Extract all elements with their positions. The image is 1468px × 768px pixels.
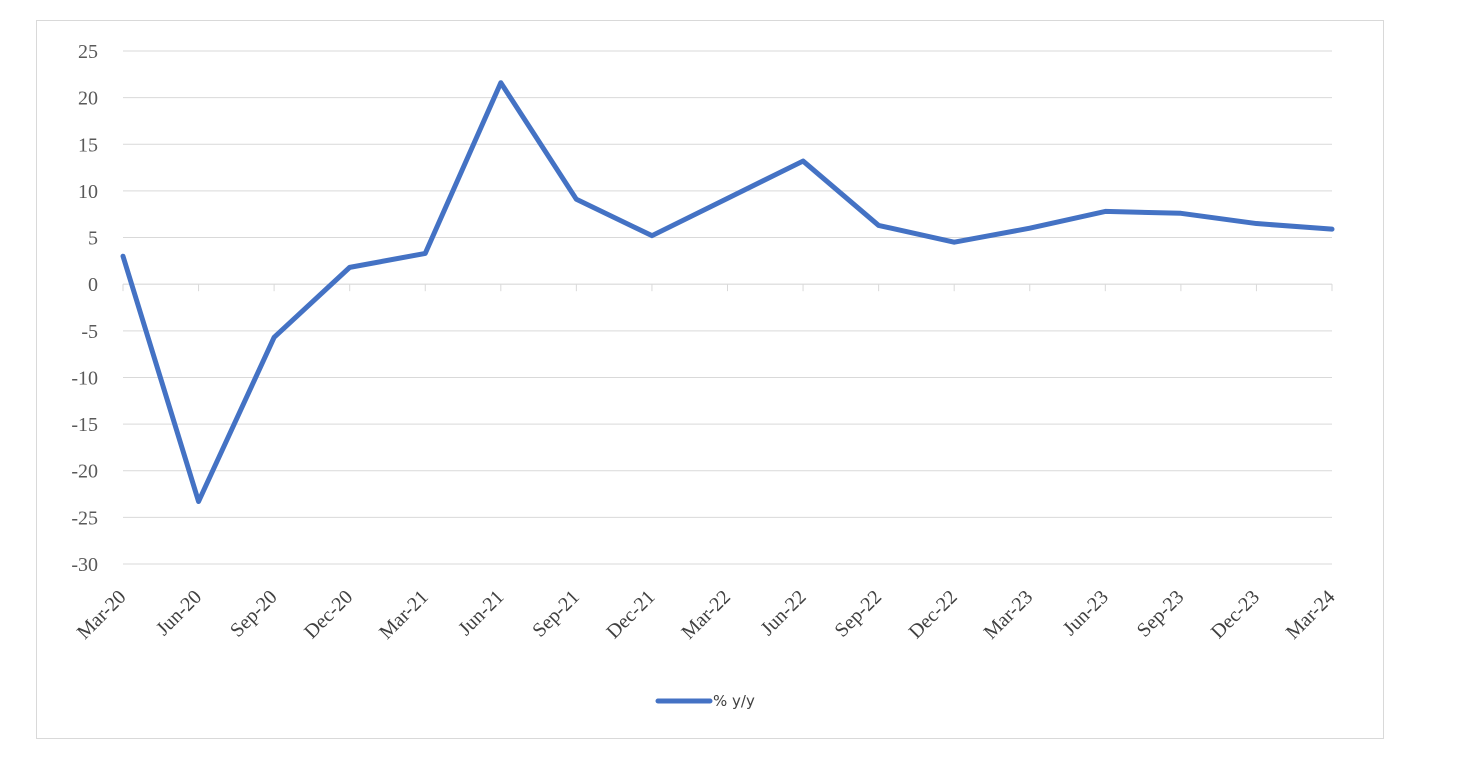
x-tick-label: Mar-22 [677, 586, 735, 644]
y-tick-label: -10 [71, 367, 98, 389]
y-tick-label: 20 [78, 88, 98, 110]
x-tick-label: Sep-21 [528, 586, 584, 642]
x-tick-label: Dec-20 [300, 586, 357, 643]
y-tick-label: 15 [78, 134, 98, 156]
x-tick-label: Mar-20 [73, 586, 131, 644]
y-tick-label: -25 [71, 507, 98, 529]
gridlines [123, 50, 1332, 565]
x-tick-label: Mar-23 [980, 586, 1038, 644]
x-tick-label: Jun-20 [152, 586, 206, 640]
chart-frame [36, 20, 1384, 739]
y-axis-ticks: 25 20 15 10 5 0 -5 -10 -15 -20 -25 -30 [71, 41, 98, 576]
x-axis-ticks: Mar-20 Jun-20 Sep-20 Dec-20 Mar-21 Jun-21 Sep-… [73, 586, 1340, 644]
legend: % y/y [655, 692, 755, 710]
y-tick-label: 5 [88, 228, 98, 250]
x-tick-label: Dec-21 [602, 586, 659, 643]
y-tick-label: -20 [71, 461, 98, 483]
y-tick-label: 10 [78, 181, 98, 203]
x-tick-label: Mar-21 [375, 586, 433, 644]
x-axis [122, 283, 1333, 292]
y-tick-label: -30 [71, 554, 98, 576]
x-tick-label: Jun-22 [757, 586, 811, 640]
y-tick-label: 25 [78, 41, 98, 63]
x-tick-label: Sep-23 [1133, 586, 1189, 642]
x-tick-label: Sep-22 [831, 586, 887, 642]
x-tick-label: Jun-23 [1059, 586, 1113, 640]
x-tick-label: Sep-20 [226, 586, 282, 642]
series-line [120, 80, 1335, 505]
x-tick-label: Dec-22 [905, 586, 962, 643]
legend-label: % y/y [713, 692, 755, 710]
y-tick-label: 0 [88, 274, 98, 296]
y-tick-label: -5 [81, 321, 98, 343]
series-group [120, 80, 1335, 505]
x-tick-label: Jun-21 [454, 586, 508, 640]
y-tick-label: -15 [71, 414, 98, 436]
x-tick-label: Mar-24 [1282, 586, 1340, 644]
x-tick-label: Dec-23 [1207, 586, 1264, 643]
